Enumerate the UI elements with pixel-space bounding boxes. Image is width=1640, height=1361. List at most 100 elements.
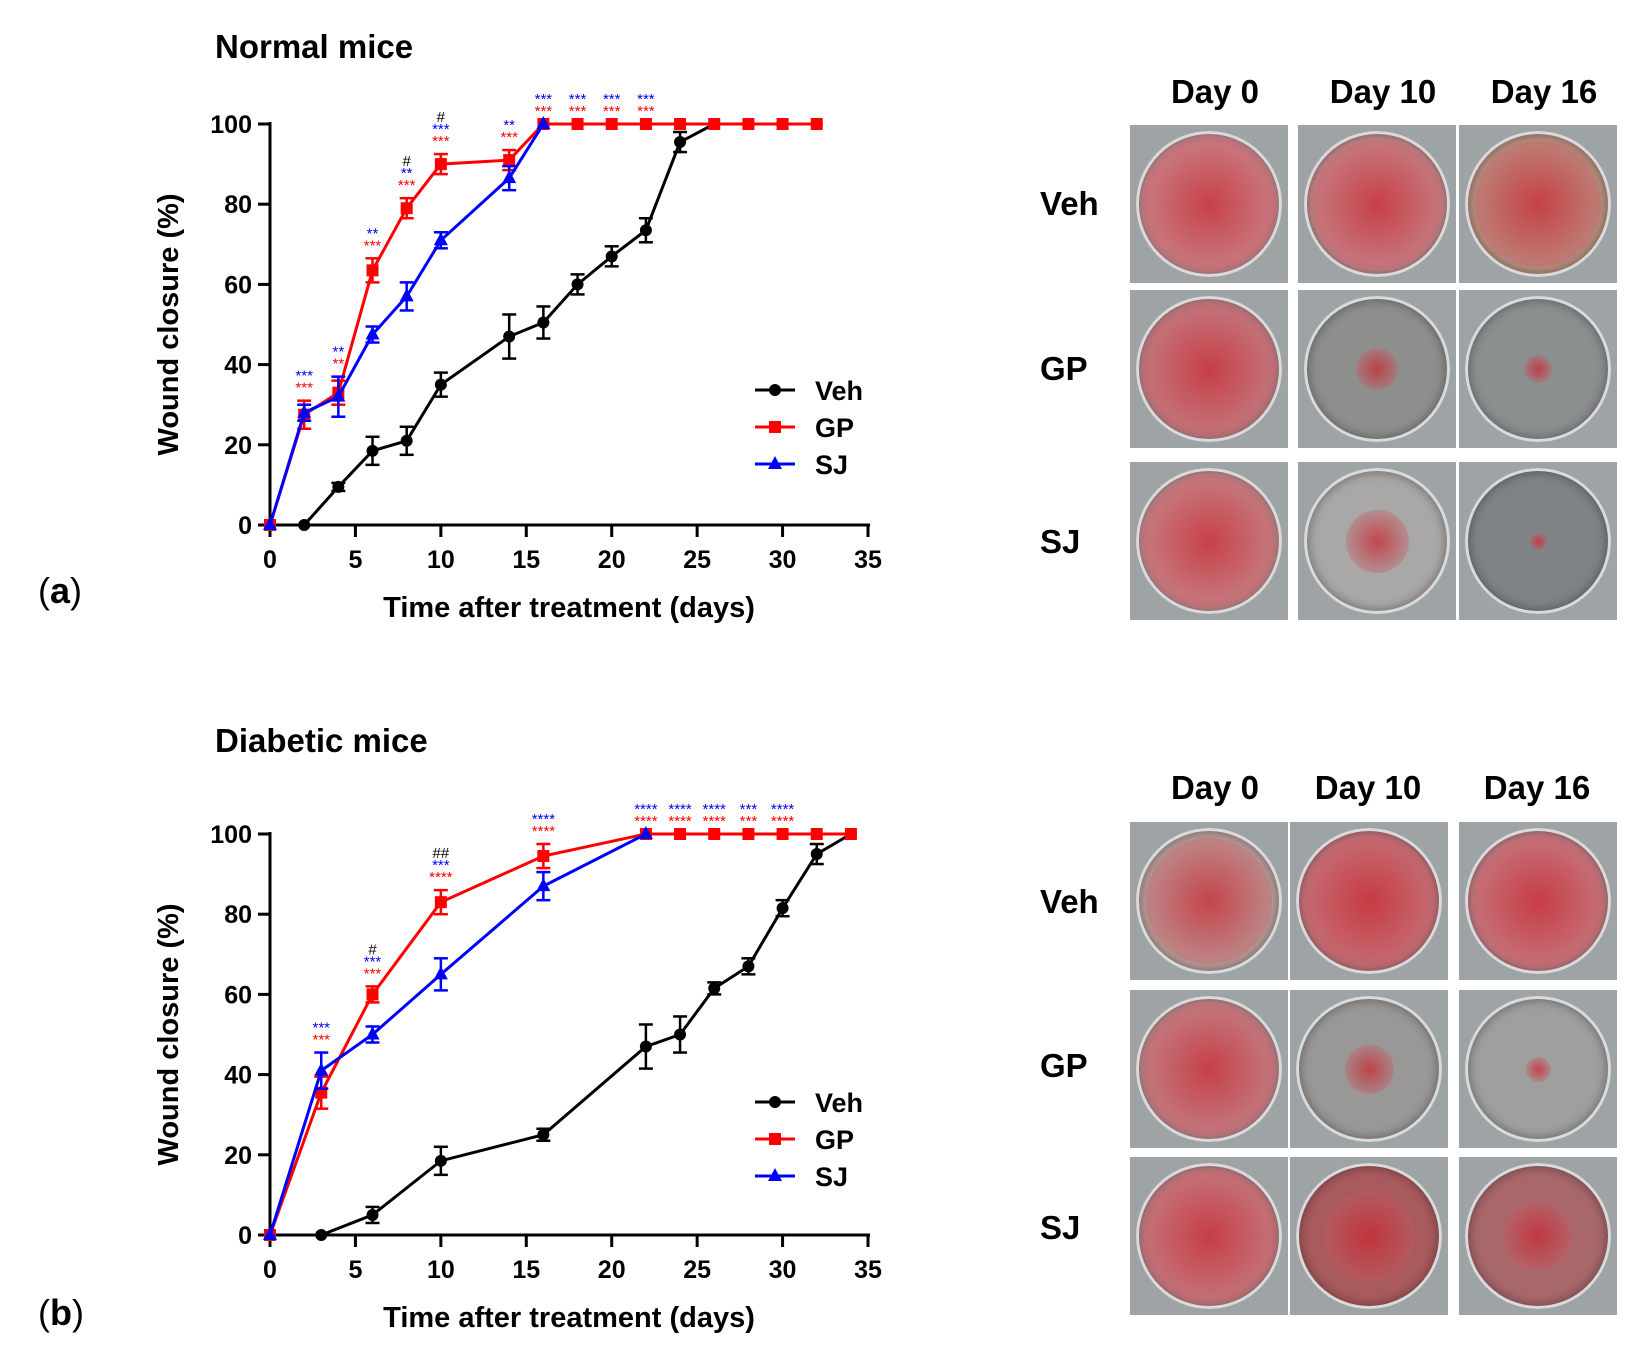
data-point-veh	[674, 1028, 687, 1041]
wound-photo	[1290, 1157, 1448, 1315]
wound-photo	[1298, 125, 1456, 283]
row-label-veh: Veh	[1040, 185, 1099, 222]
wound-photo	[1130, 125, 1288, 283]
significance-mark: ***	[500, 129, 518, 146]
y-tick-label: 0	[238, 512, 252, 540]
significance-mark: ***	[432, 121, 450, 138]
wound-dish	[1136, 1163, 1282, 1309]
significance-mark: ***	[569, 91, 587, 108]
significance-mark: **	[503, 117, 515, 134]
data-point-sj	[433, 232, 448, 246]
significance-mark: ***	[312, 1032, 330, 1049]
data-point-veh	[400, 434, 413, 447]
significance-mark: ***	[740, 813, 758, 830]
wound-photo	[1459, 125, 1617, 283]
wound-area	[1142, 1002, 1276, 1136]
row-label-gp: GP	[1040, 1047, 1088, 1084]
wound-dish	[1296, 828, 1442, 974]
wound-area	[1525, 1056, 1551, 1082]
data-point-gp	[366, 988, 379, 1001]
wound-area	[1142, 1169, 1276, 1303]
data-point-veh	[366, 444, 379, 457]
wound-dish	[1465, 996, 1611, 1142]
wound-photo	[1459, 462, 1617, 620]
data-point-veh	[810, 848, 823, 861]
panel-letter-b: b	[50, 1292, 72, 1333]
significance-mark: ***	[535, 91, 553, 108]
wound-area	[1304, 836, 1434, 966]
significance-mark: ***	[432, 857, 450, 874]
data-point-veh	[434, 1154, 447, 1167]
data-point-sj	[399, 288, 414, 302]
x-tick-label: 35	[854, 546, 882, 574]
wound-photo	[1298, 462, 1456, 620]
significance-mark: #	[368, 941, 377, 958]
significance-mark: ****	[429, 869, 453, 886]
data-point-sj	[536, 878, 551, 892]
wound-photo	[1459, 990, 1617, 1148]
data-point-veh	[708, 982, 721, 995]
chart-title: Diabetic mice	[215, 722, 428, 759]
data-point-veh	[605, 250, 618, 263]
row-label-gp: GP	[1040, 350, 1088, 387]
y-tick-label: 100	[210, 111, 252, 139]
significance-mark: ***	[535, 103, 553, 120]
series-line-gp	[268, 122, 817, 526]
x-tick-label: 30	[769, 546, 797, 574]
legend-label-sj: SJ	[815, 450, 848, 480]
column-label-day10: Day 10	[1329, 73, 1437, 110]
column-label-day0: Day 0	[1170, 73, 1260, 110]
wound-photo	[1130, 462, 1288, 620]
panel-label-b: (b)	[38, 1292, 84, 1333]
data-point-gp	[605, 118, 618, 130]
data-point-sj	[433, 966, 448, 980]
wound-dish	[1304, 131, 1450, 277]
x-tick-label: 5	[348, 546, 362, 574]
significance-mark: ****	[532, 811, 556, 828]
significance-mark: ***	[312, 1020, 330, 1037]
data-point-gp	[742, 118, 755, 130]
significance-mark: #	[437, 109, 446, 126]
data-point-veh	[537, 1128, 550, 1141]
wound-area	[1345, 509, 1409, 573]
significance-mark: ***	[603, 103, 621, 120]
wound-area	[1503, 1201, 1573, 1271]
data-point-sj	[297, 404, 312, 418]
wound-area	[1312, 139, 1442, 269]
data-point-gp	[742, 828, 755, 840]
wound-area	[1356, 348, 1398, 390]
significance-mark: **	[401, 165, 413, 182]
x-tick-label: 5	[348, 1256, 362, 1284]
wound-dish	[1465, 828, 1611, 974]
wound-area	[1142, 137, 1276, 271]
significance-mark: ***	[398, 177, 416, 194]
panel-label-a: (a)	[38, 570, 83, 611]
wound-dish	[1465, 296, 1611, 442]
column-label-day10: Day 10	[1314, 769, 1422, 806]
significance-mark: ***	[364, 237, 382, 254]
x-tick-label: 15	[512, 1256, 540, 1284]
y-tick-label: 80	[224, 191, 252, 219]
significance-mark: ***	[569, 103, 587, 120]
legend-label-sj: SJ	[815, 1162, 848, 1192]
significance-mark: ****	[771, 801, 795, 818]
wound-photo	[1459, 290, 1617, 448]
data-point-veh	[776, 902, 789, 915]
significance-mark: **	[367, 225, 379, 242]
wound-photo	[1459, 822, 1617, 980]
wound-dish	[1136, 296, 1282, 442]
legend-marker-gp	[769, 421, 781, 433]
data-point-veh	[639, 1040, 652, 1053]
legend-marker-gp	[769, 1133, 781, 1145]
data-point-sj	[263, 1227, 277, 1240]
wound-dish	[1304, 468, 1450, 614]
data-point-gp	[434, 158, 447, 171]
significance-mark: ***	[295, 368, 313, 385]
y-tick-label: 100	[210, 821, 252, 849]
data-point-gp	[810, 828, 823, 840]
column-label-day16: Day 16	[1483, 769, 1591, 806]
data-point-gp	[776, 828, 789, 840]
wound-area	[1142, 474, 1276, 608]
chart-title: Normal mice	[215, 28, 413, 65]
